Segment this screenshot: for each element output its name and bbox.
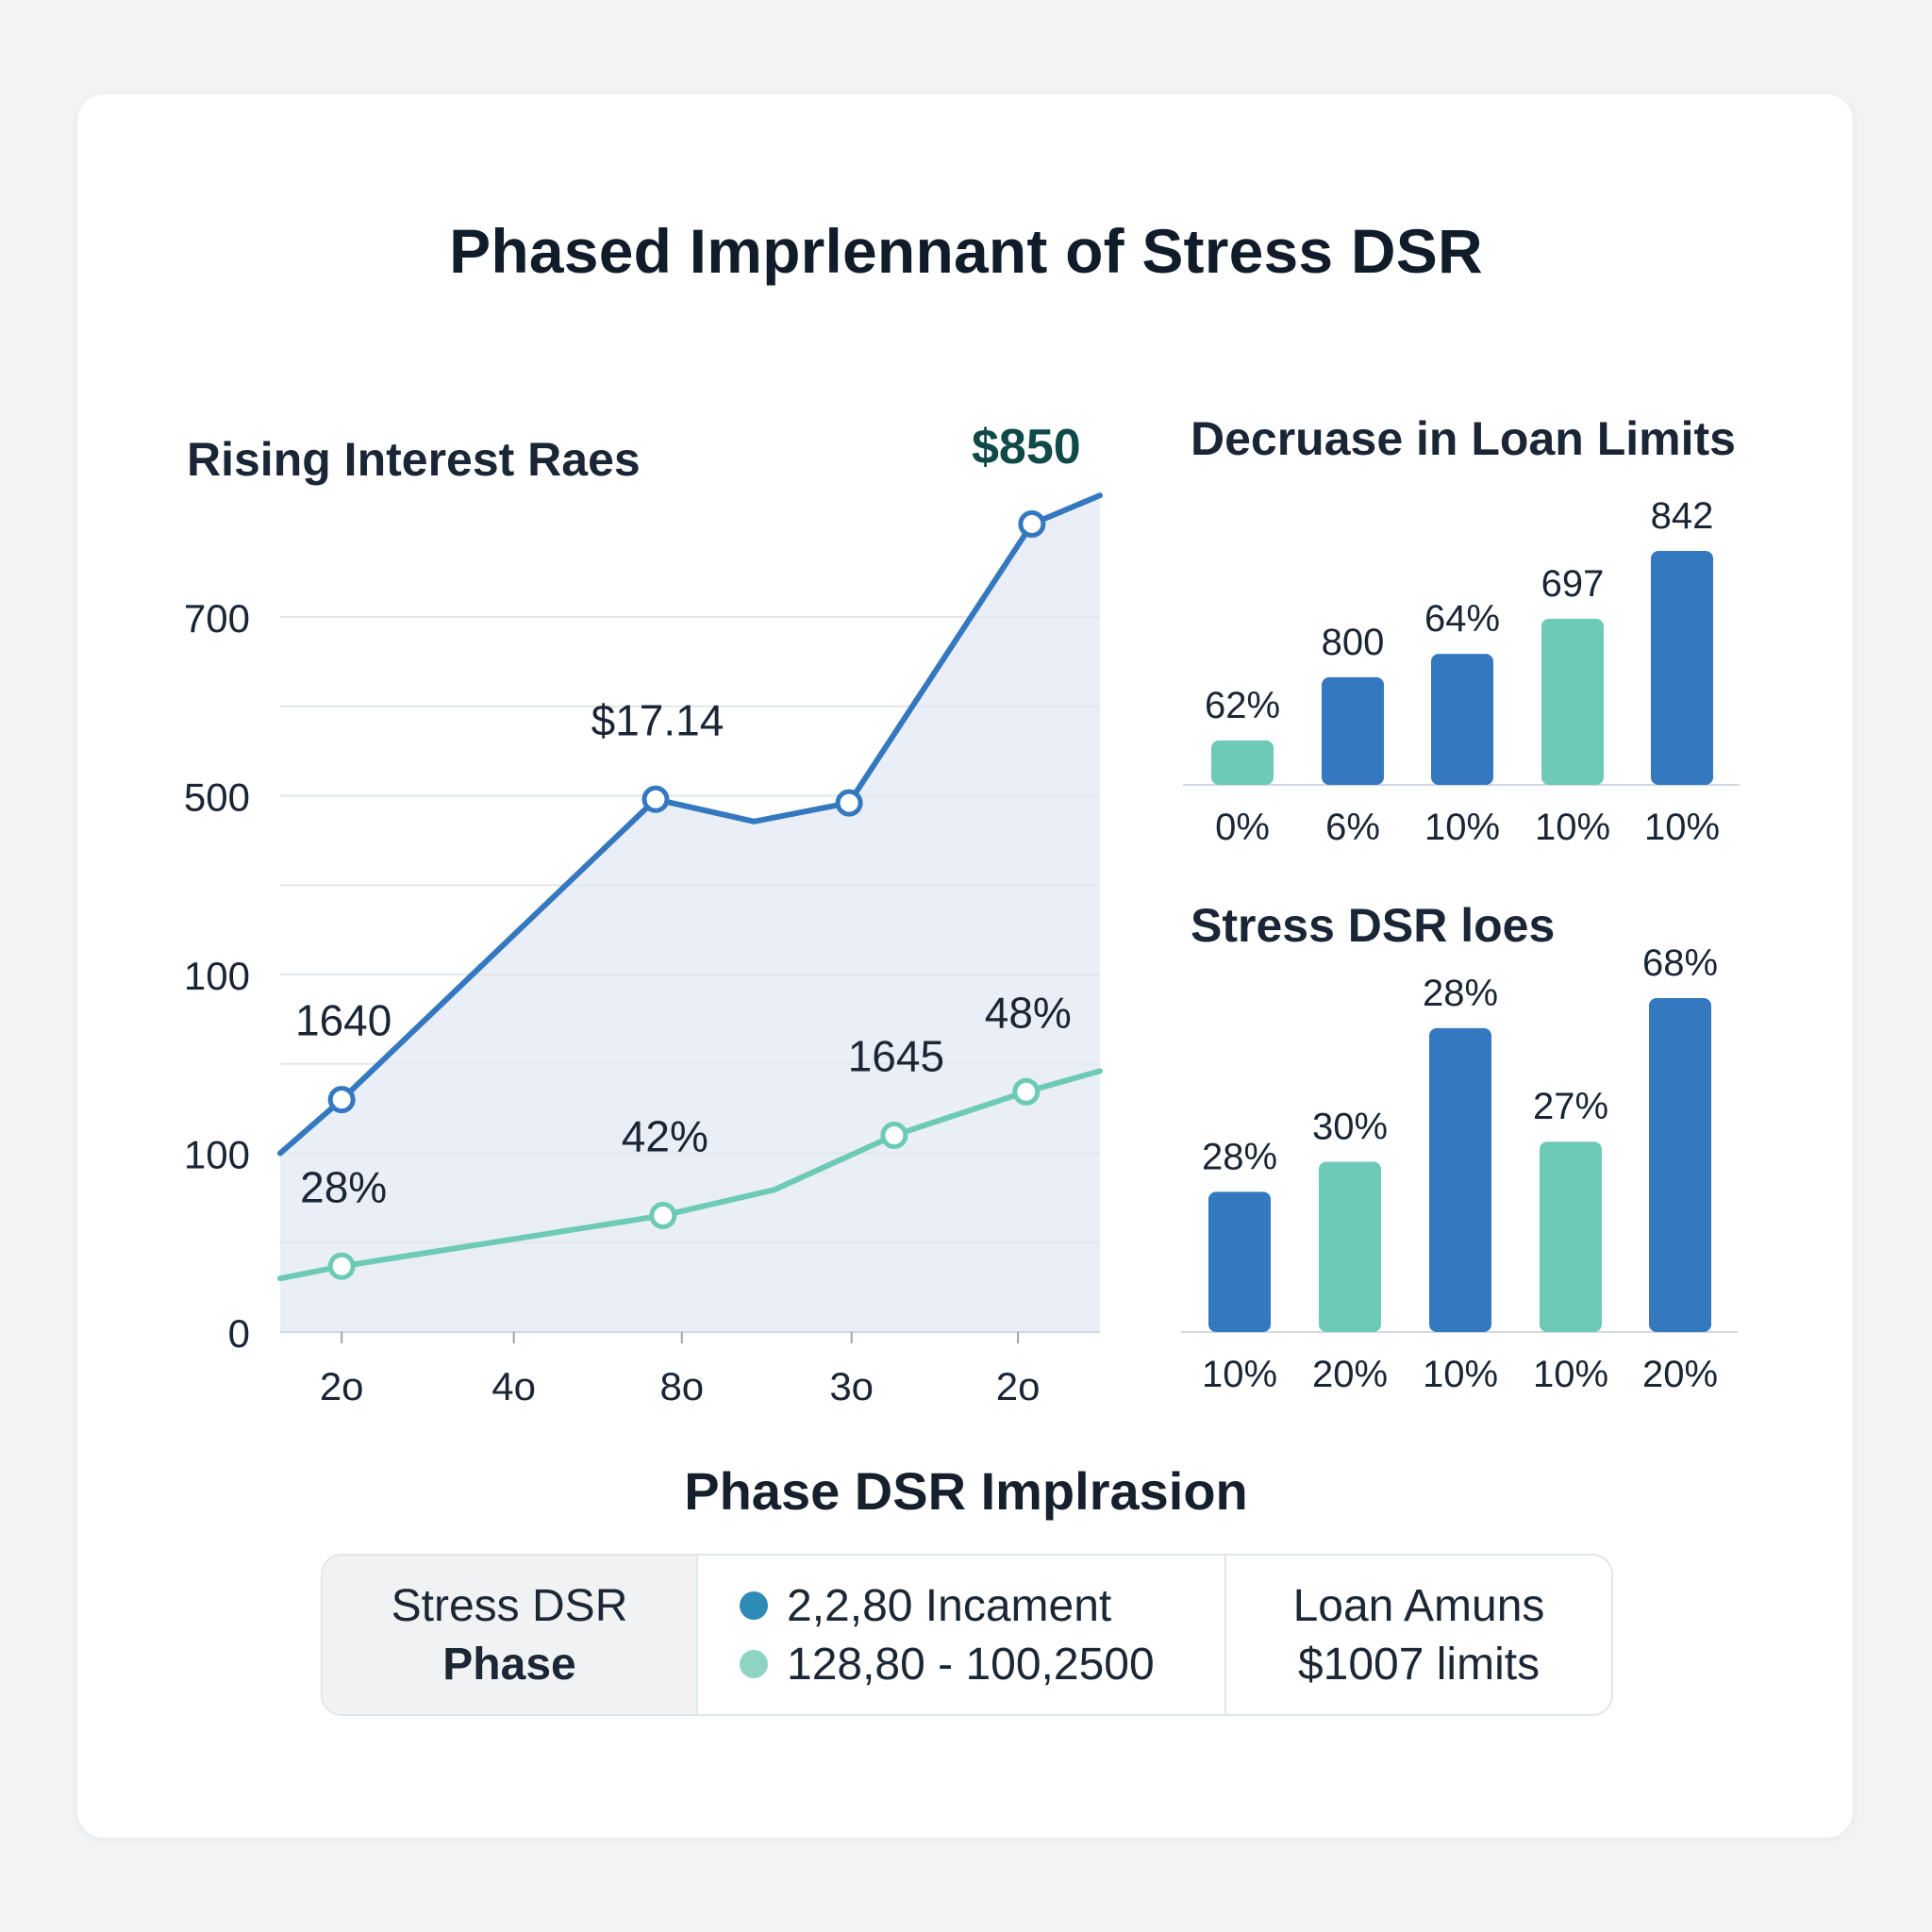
bar-value-label: 27% (1533, 1086, 1608, 1127)
bar-value-label: 800 (1322, 622, 1385, 663)
bar-category-label: 10% (1424, 807, 1500, 848)
bar-category-label: 10% (1533, 1354, 1608, 1395)
bar (1431, 654, 1493, 785)
x-tick-label: 2o (320, 1364, 364, 1408)
y-tick-label: 700 (184, 596, 250, 641)
y-tick-label: 100 (184, 954, 250, 998)
bar-value-label: 697 (1541, 563, 1605, 605)
loan-label-line2: $1007 limits (1297, 1639, 1541, 1690)
bar-category-label: 6% (1325, 807, 1380, 848)
section-title: Phase DSR Implrasion (684, 1461, 1248, 1521)
legend-row-2: 128,80 - 100,2500 (740, 1635, 1224, 1693)
bar-category-label: 10% (1423, 1354, 1498, 1395)
bar-value-label: 28% (1423, 973, 1498, 1014)
bar (1649, 998, 1711, 1332)
x-tick-label: 2o (996, 1364, 1041, 1408)
bar-chart-2-title: Stress DSR loes (1191, 899, 1556, 952)
bar-category-label: 0% (1215, 807, 1270, 848)
table-cell-legend: 2,2,80 Incament 128,80 - 100,2500 (698, 1556, 1226, 1714)
bar-value-label: 28% (1202, 1136, 1277, 1177)
page-title: Phased Imprlennant of Stress DSR (449, 216, 1483, 286)
data-label: 28% (300, 1162, 387, 1211)
bar-value-label: 68% (1642, 942, 1718, 984)
bar (1319, 1161, 1381, 1332)
bar-category-label: 20% (1642, 1354, 1718, 1395)
loan-label-line1: Loan Amuns (1292, 1580, 1545, 1631)
legend-dot-icon (740, 1650, 768, 1678)
data-label: 48% (985, 988, 1072, 1037)
y-tick-label: 500 (184, 775, 250, 820)
series-marker (327, 1252, 356, 1280)
line-chart-title: Rising Interest Raes (187, 433, 641, 486)
data-label: $17.14 (591, 695, 724, 744)
series-marker (1012, 1077, 1041, 1106)
phase-summary-table: Stress DSR Phase 2,2,80 Incament 128,80 … (321, 1554, 1613, 1716)
legend-row-1: 2,2,80 Incament (740, 1576, 1224, 1635)
bar-value-label: 842 (1651, 495, 1714, 537)
bar (1541, 618, 1604, 785)
y-tick-label: 0 (228, 1311, 250, 1356)
series-marker (641, 785, 670, 813)
legend-text-2: 128,80 - 100,2500 (787, 1639, 1155, 1690)
series-marker (327, 1086, 356, 1114)
bar (1651, 551, 1713, 785)
bar (1429, 1027, 1491, 1332)
bar-category-label: 10% (1202, 1354, 1277, 1395)
bar (1211, 740, 1274, 785)
legend-dot-icon (740, 1591, 768, 1620)
series-marker (835, 789, 863, 817)
x-tick-label: 3o (829, 1364, 874, 1408)
series-marker (649, 1201, 677, 1229)
legend-text-1: 2,2,80 Incament (787, 1580, 1112, 1631)
phase-label-line2: Phase (442, 1639, 576, 1690)
bar-value-label: 64% (1424, 598, 1500, 640)
bar (1540, 1141, 1602, 1332)
bar-value-label: 62% (1205, 685, 1280, 726)
bar (1208, 1191, 1271, 1332)
bar-category-label: 10% (1644, 807, 1720, 848)
table-cell-loan: Loan Amuns $1007 limits (1226, 1556, 1611, 1714)
x-tick-label: 8o (659, 1364, 704, 1408)
series-marker (880, 1122, 908, 1150)
line-chart-top-annotation: $850 (972, 420, 1081, 475)
data-label: 1640 (295, 996, 391, 1045)
phase-label-line1: Stress DSR (391, 1580, 628, 1631)
y-tick-label: 100 (184, 1133, 250, 1177)
bar (1322, 676, 1384, 785)
x-tick-label: 4o (491, 1364, 536, 1408)
data-label: 1645 (848, 1032, 944, 1081)
bar-value-label: 30% (1312, 1106, 1388, 1147)
bar-category-label: 20% (1312, 1354, 1388, 1395)
table-cell-phase: Stress DSR Phase (323, 1556, 698, 1714)
bar-chart-1-title: Decruase in Loan Limits (1191, 412, 1736, 465)
series-marker (1018, 509, 1046, 538)
bar-category-label: 10% (1535, 807, 1610, 848)
data-label: 42% (622, 1111, 708, 1160)
